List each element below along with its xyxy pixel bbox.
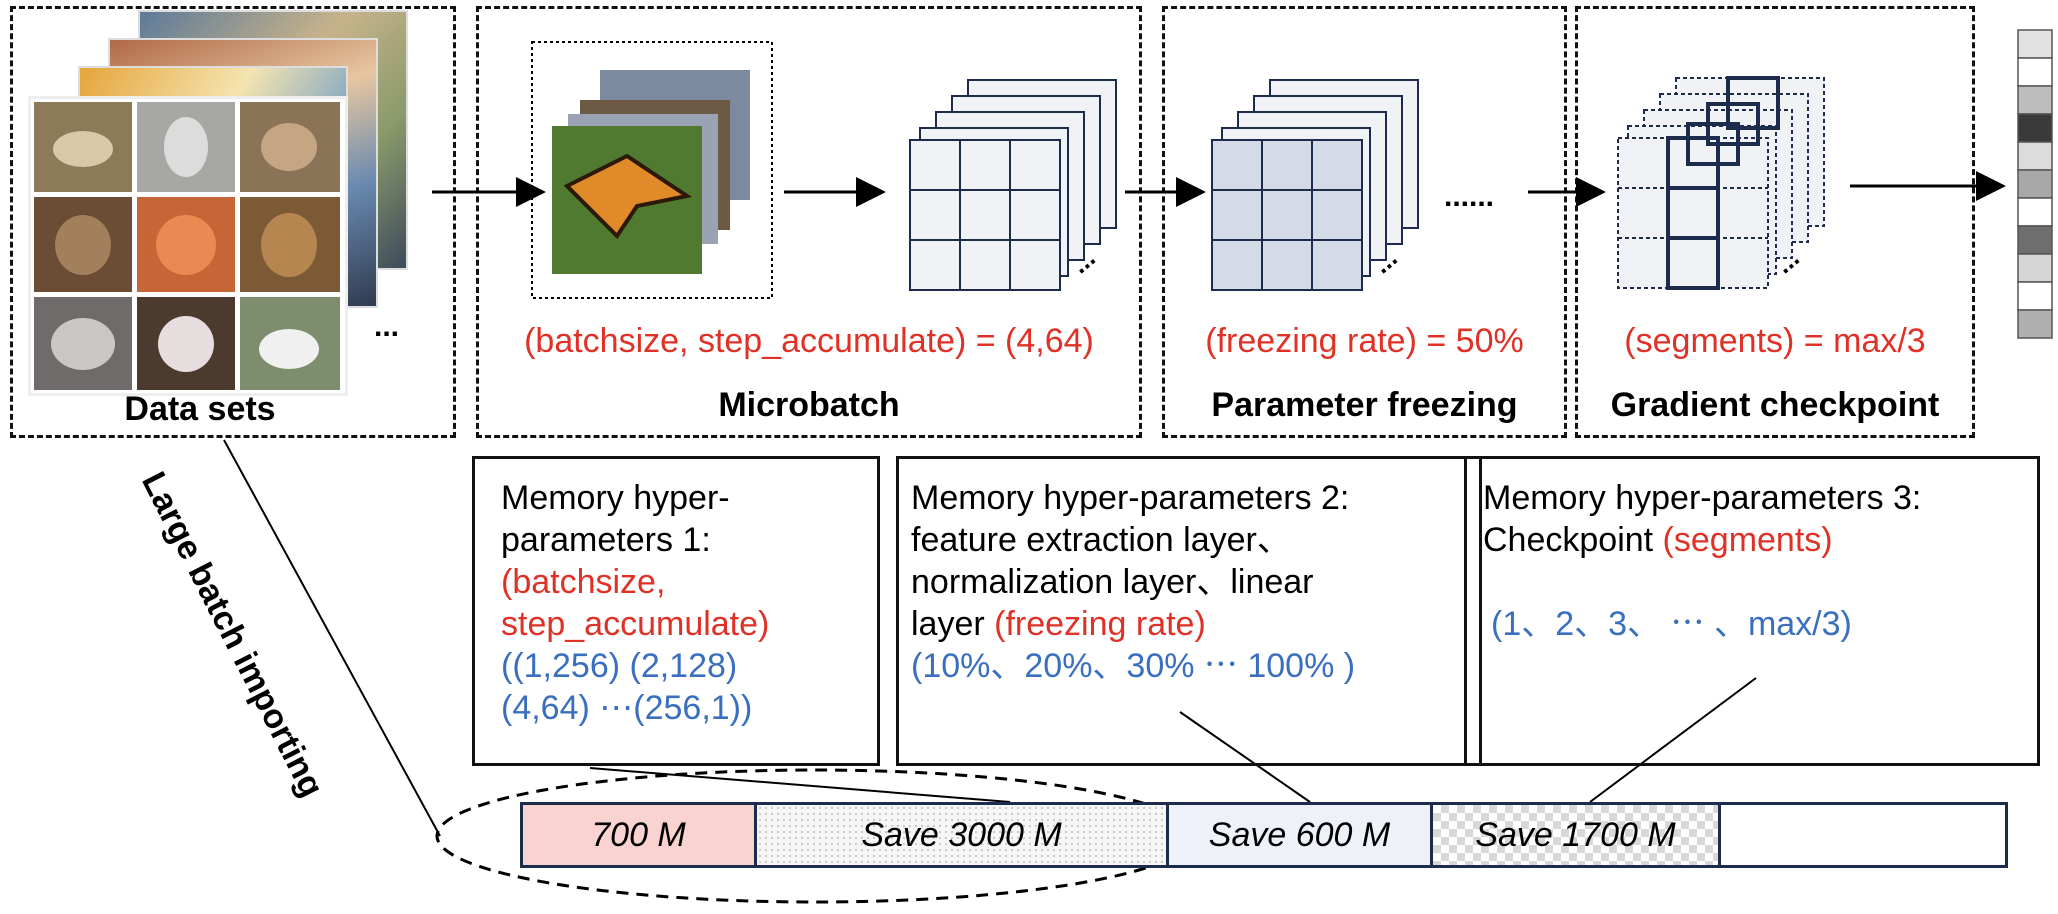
dataset-more-dots: ...	[374, 310, 400, 343]
memory-box-2-line3: normalization layer、linear	[911, 563, 1314, 601]
memory-box-2-title: Memory hyper-parameters 2:	[911, 479, 1350, 517]
memory-box-1-values-line1: ((1,256) (2,128)	[501, 647, 738, 685]
animal-grid-image	[34, 102, 340, 390]
memory-box-3: Memory hyper-parameters 3: Checkpoint (s…	[1464, 456, 2040, 766]
checkpoint-stage-box	[1575, 6, 1975, 438]
freezing-param: (freezing rate) = 50%	[1205, 322, 1524, 360]
dataset-image-front	[28, 96, 348, 396]
memory-box-2-line2: feature extraction layer、	[911, 521, 1291, 559]
memory-box-2-freezing-rate: (freezing rate)	[994, 605, 1206, 643]
memory-box-3-checkpoint: Checkpoint	[1483, 521, 1663, 559]
freezing-stage-box	[1162, 6, 1567, 438]
memory-box-1: Memory hyper- parameters 1: (batchsize, …	[472, 456, 880, 766]
connector-box2-to-bar	[1179, 711, 1311, 803]
dataset-image-stack: ...	[28, 10, 428, 396]
memory-box-1-title-line2: parameters 1:	[501, 521, 711, 559]
memory-segment-700-label: 700 M	[591, 815, 686, 854]
memory-segment-save-3000-label: Save 3000 M	[861, 815, 1062, 854]
datasets-title: Data sets	[124, 390, 276, 428]
memory-segment-save-1700: Save 1700 M	[1433, 805, 1721, 865]
memory-segment-save-3000: Save 3000 M	[757, 805, 1169, 865]
connector-datasets-to-ellipse	[223, 439, 441, 837]
microbatch-grid-stack	[909, 79, 1117, 291]
memory-segment-save-600: Save 600 M	[1169, 805, 1433, 865]
output-vector	[2017, 29, 2053, 339]
memory-box-1-title-line1: Memory hyper-	[501, 479, 730, 517]
memory-box-3-segments: (segments)	[1662, 521, 1833, 559]
memory-segment-remaining	[1721, 805, 2005, 865]
memory-box-3-values: (1、2、3、 ⋯ 、max/3)	[1491, 605, 1852, 643]
memory-box-2: Memory hyper-parameters 2: feature extra…	[896, 456, 1482, 766]
connector-box1-to-bar	[589, 767, 1011, 803]
memory-segment-save-600-label: Save 600 M	[1208, 815, 1391, 854]
microbatch-sample-frame	[531, 41, 773, 299]
memory-segment-700: 700 M	[523, 805, 757, 865]
memory-box-3-title: Memory hyper-parameters 3:	[1483, 479, 1922, 517]
datasets-stage-box	[10, 6, 456, 438]
memory-box-1-values-line2: (4,64) ⋯(256,1))	[501, 689, 753, 727]
memory-box-1-red-line1: (batchsize,	[501, 563, 666, 601]
memory-segment-save-1700-label: Save 1700 M	[1475, 815, 1676, 854]
memory-bar: 700 M Save 3000 M Save 600 M Save 1700 M	[520, 802, 2008, 868]
microbatch-param: (batchsize, step_accumulate) = (4,64)	[524, 322, 1094, 360]
microbatch-title: Microbatch	[718, 386, 900, 424]
memory-box-2-line4: layer	[911, 605, 995, 643]
freezing-grid-stack	[1211, 79, 1419, 291]
freezing-title: Parameter freezing	[1211, 386, 1518, 424]
memory-box-2-values: (10%、20%、30% ⋯ 100% )	[911, 647, 1356, 685]
memory-box-1-red-line2: step_accumulate)	[501, 605, 770, 643]
checkpoint-param: (segments) = max/3	[1624, 322, 1926, 360]
connector-box3-to-bar	[1589, 677, 1757, 803]
freezing-ellipsis: ......	[1444, 180, 1494, 213]
microbatch-stage-box	[476, 6, 1142, 438]
checkpoint-title: Gradient checkpoint	[1610, 386, 1940, 424]
checkpoint-segment-highlight	[1666, 76, 1780, 290]
